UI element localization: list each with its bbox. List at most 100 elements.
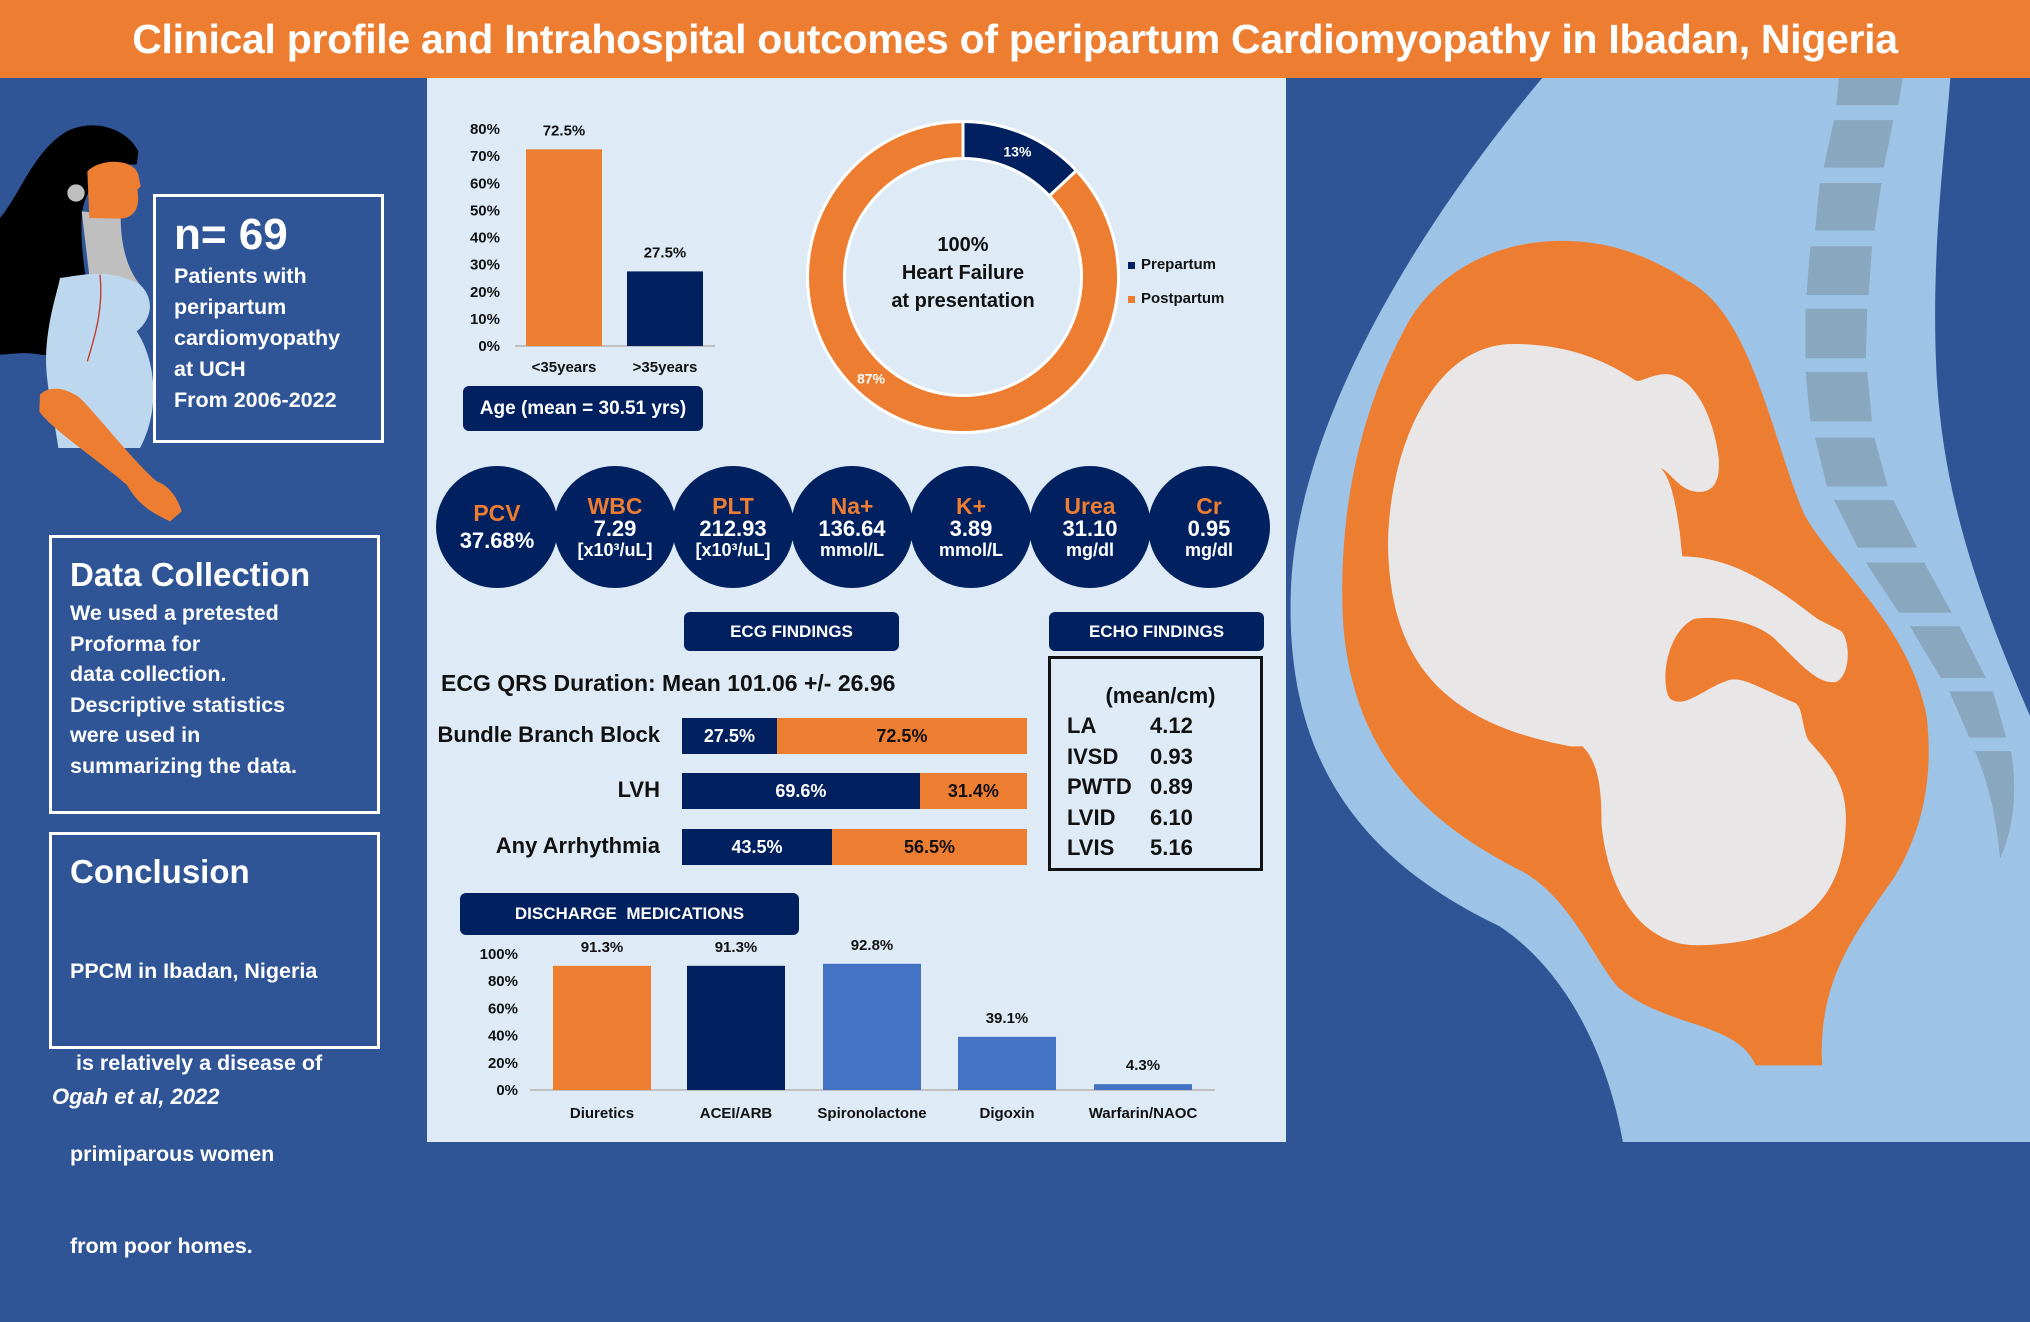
qrs-duration: ECG QRS Duration: Mean 101.06 +/- 26.96	[441, 670, 896, 696]
page-title: Clinical profile and Intrahospital outco…	[132, 15, 1898, 62]
age-mean-badge: Age (mean = 30.51 yrs)	[463, 386, 703, 431]
lab-value: 37.68%	[459, 527, 535, 553]
echo-value: 6.10	[1150, 804, 1193, 830]
infographic: Clinical profile and Intrahospital outco…	[0, 0, 2030, 1258]
lab-value: 136.64	[818, 516, 886, 542]
sample-size: n= 69	[174, 210, 288, 259]
echo-metric: LVIS	[1067, 835, 1115, 860]
donut-legend: Prepartum Postpartum	[1128, 248, 1224, 316]
text-line: PPCM in Ibadan, Nigeria	[70, 959, 318, 983]
text-line: Descriptive statistics	[70, 692, 286, 717]
lab-circle-wbc: WBC 7.29 [x10³/uL]	[554, 466, 676, 588]
conclusion-heading: Conclusion	[70, 853, 250, 890]
lab-circle-pcv: PCV 37.68%	[436, 466, 558, 588]
conclusion-box: Conclusion PPCM in Ibadan, Nigeria is re…	[49, 832, 380, 1258]
echo-row: LVIS 5.16	[1067, 833, 1260, 864]
lab-value: 0.95	[1187, 516, 1231, 542]
text-line: summarizing the data.	[70, 753, 297, 778]
ecg-stacked-bar: 27.5% 72.5%	[682, 718, 1027, 754]
echo-unit: (mean/cm)	[1105, 683, 1216, 708]
lab-unit: mg/dl	[1185, 539, 1233, 560]
legend-item-postpartum: Postpartum	[1128, 282, 1224, 316]
echo-row: LVID 6.10	[1067, 803, 1260, 834]
summary-line: peripartum	[174, 295, 287, 320]
citation: Ogah et al, 2022	[52, 1084, 220, 1109]
lab-name: PCV	[473, 500, 521, 527]
echo-findings-header: ECHO FINDINGS	[1049, 612, 1264, 651]
legend-swatch	[1128, 296, 1135, 303]
lab-unit: mg/dl	[1066, 539, 1114, 560]
middle-panel	[427, 78, 1286, 1142]
echo-metric: LA	[1067, 713, 1097, 738]
legend-label: Prepartum	[1141, 256, 1217, 273]
lab-unit: mmol/L	[819, 539, 884, 560]
summary-line: at UCH	[174, 357, 246, 382]
data-collection-box: Data Collection We used a pretested Prof…	[49, 535, 380, 814]
lab-circle-na-plus: Na+ 136.64 mmol/L	[791, 466, 913, 588]
ecg-bar-segment-navy: 43.5%	[682, 829, 833, 865]
spine-icon	[1805, 78, 2015, 859]
echo-value: 4.12	[1150, 713, 1193, 738]
legend-item-prepartum: Prepartum	[1128, 248, 1224, 282]
text-line: is relatively a disease of	[70, 1050, 323, 1075]
lab-values-row: PCV 37.68% WBC 7.29 [x10³/uL] PLT 212.93 [x10³/…	[436, 466, 1276, 588]
ecg-bar-segment-orange: 31.4%	[919, 773, 1027, 809]
pregnant-woman-illustration	[0, 125, 182, 522]
ecg-row-label: LVH	[617, 777, 660, 802]
donut-center-line: at presentation	[891, 290, 1035, 312]
donut-center-line: 100%	[937, 234, 989, 256]
echo-row: PWTD 0.89	[1067, 772, 1260, 803]
ecg-bar-segment-navy: 27.5%	[682, 718, 777, 754]
lab-value: 7.29	[593, 516, 637, 542]
lab-name: PLT	[712, 492, 754, 519]
echo-value: 0.89	[1150, 774, 1193, 799]
summary-line: From 2006-2022	[174, 388, 337, 413]
ecg-row-label: Bundle Branch Block	[437, 722, 660, 747]
ecg-stacked-bar: 69.6% 31.4%	[682, 773, 1027, 809]
lab-name: Na+	[830, 492, 874, 519]
ecg-bar-segment-orange: 72.5%	[776, 718, 1027, 754]
text-line: primiparous women	[70, 1142, 275, 1166]
text-line: Proforma for	[70, 631, 201, 656]
ecg-findings-header: ECG FINDINGS	[684, 612, 899, 651]
ecg-bar-segment-navy: 69.6%	[682, 773, 920, 809]
lab-circle-plt: PLT 212.93 [x10³/uL]	[672, 466, 794, 588]
sample-size-box: n= 69 Patients with peripartum cardiomyo…	[153, 194, 384, 443]
text-line: data collection.	[70, 662, 227, 686]
ecg-row-label: Any Arrhythmia	[495, 833, 660, 858]
summary-line: Patients with	[174, 264, 307, 289]
discharge-medications-header: DISCHARGE MEDICATIONS	[460, 893, 799, 935]
legend-label: Postpartum	[1141, 290, 1225, 307]
echo-row: IVSD 0.93	[1067, 742, 1260, 773]
lab-unit: mmol/L	[938, 539, 1003, 560]
summary-line: cardiomyopathy	[174, 326, 341, 351]
lab-value: 3.89	[949, 516, 993, 542]
echo-value: 5.16	[1150, 835, 1193, 860]
lab-unit: [x10³/uL]	[695, 539, 771, 560]
lab-circle-urea: Urea 31.10 mg/dl	[1029, 466, 1151, 588]
lab-circle-cr: Cr 0.95 mg/dl	[1148, 466, 1270, 588]
lab-circle-k-plus: K+ 3.89 mmol/L	[910, 466, 1032, 588]
lab-value: 212.93	[699, 516, 767, 542]
text-line: We used a pretested	[70, 601, 279, 625]
echo-metric: PWTD	[1067, 774, 1132, 799]
echo-metric: IVSD	[1067, 743, 1119, 769]
echo-row: LA 4.12	[1067, 711, 1260, 742]
text-line: were used in	[70, 723, 201, 747]
lab-name: WBC	[587, 492, 643, 519]
text-line: from poor homes.	[70, 1233, 253, 1258]
data-collection-heading: Data Collection	[70, 556, 311, 593]
right-panel	[1286, 78, 2030, 1142]
donut-center-label: 100% Heart Failure at presentation	[868, 231, 1058, 315]
echo-findings-box: (mean/cm) LA 4.12 IVSD 0.93 PWTD 0.89 LVID 6.10…	[1048, 656, 1263, 871]
fetus-in-womb-illustration	[1290, 78, 2030, 1142]
legend-swatch	[1128, 262, 1135, 269]
left-panel: n= 69 Patients with peripartum cardiomyo…	[0, 78, 427, 1258]
ecg-stacked-bar: 43.5% 56.5%	[682, 829, 1027, 865]
donut-center-line: Heart Failure	[901, 262, 1025, 284]
lab-name: K+	[955, 492, 987, 519]
lab-name: Urea	[1064, 492, 1116, 519]
ecg-bar-segment-orange: 56.5%	[832, 829, 1027, 865]
lab-name: Cr	[1196, 492, 1222, 519]
lab-value: 31.10	[1062, 516, 1118, 542]
